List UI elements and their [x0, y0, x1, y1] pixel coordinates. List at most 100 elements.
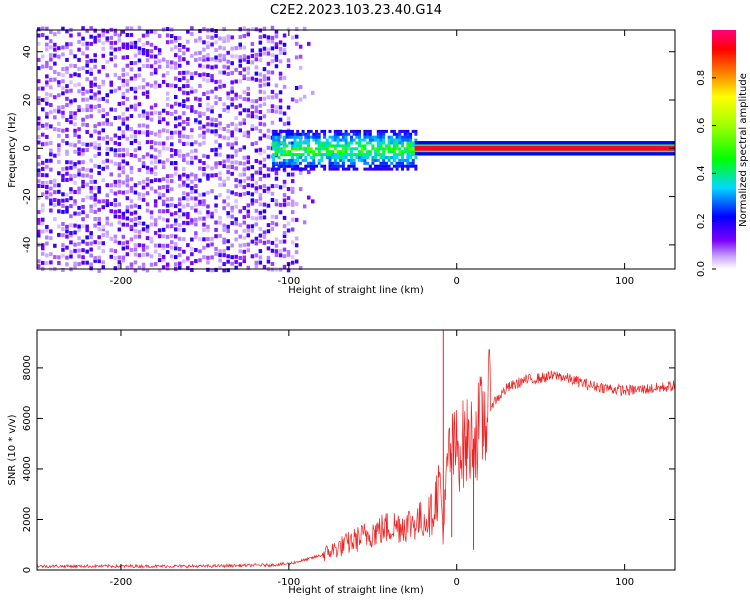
heatmap-cell: [214, 48, 218, 52]
heatmap-cell: [45, 141, 49, 146]
heatmap-cell: [258, 110, 263, 114]
heatmap-cell: [280, 164, 284, 168]
heatmap-cell: [293, 153, 297, 157]
heatmap-cell: [165, 158, 170, 163]
heatmap-cell: [218, 53, 222, 58]
heatmap-cell: [129, 41, 134, 46]
heatmap-cell: [125, 79, 130, 84]
heatmap-cell: [178, 227, 182, 232]
heatmap-cell: [161, 185, 166, 189]
heatmap-cell: [157, 243, 162, 248]
heatmap-cell: [210, 122, 214, 127]
heatmap-cell: [174, 255, 178, 260]
heatmap-cell: [222, 127, 226, 131]
heatmap-cell: [206, 35, 210, 40]
heatmap-cell: [254, 105, 259, 110]
heatmap-cell: [296, 164, 300, 168]
heatmap-cell: [304, 141, 308, 145]
heatmap-cell: [218, 70, 222, 75]
heatmap-cell: [145, 40, 150, 45]
heatmap-cell: [157, 141, 162, 146]
heatmap-cell: [290, 179, 295, 184]
heatmap-cell: [290, 129, 294, 133]
heatmap-cell: [101, 114, 105, 119]
heatmap-cell: [304, 156, 308, 159]
heatmap-cell: [101, 265, 105, 270]
heatmap-cell: [242, 67, 246, 72]
heatmap-cell: [113, 88, 118, 93]
heatmap-cell: [254, 77, 259, 82]
heatmap-cell: [282, 247, 287, 252]
heatmap-cell: [214, 40, 218, 45]
heatmap-cell: [312, 132, 316, 136]
heatmap-cell: [194, 203, 198, 208]
heatmap-cell: [174, 53, 178, 58]
heatmap-cell: [97, 185, 101, 190]
heatmap-cell: [178, 77, 182, 82]
heatmap-cell: [170, 240, 174, 245]
heatmap-cell: [45, 173, 49, 178]
heatmap-cell: [336, 141, 340, 145]
heatmap-cell: [379, 138, 383, 142]
heatmap-cell: [125, 209, 130, 214]
heatmap-cell: [366, 129, 370, 133]
heatmap-cell: [409, 138, 413, 142]
heatmap-cell: [186, 84, 190, 88]
heatmap-cell: [157, 159, 162, 164]
heatmap-cell: [37, 162, 41, 167]
heatmap-cell: [117, 166, 122, 171]
heatmap-cell: [198, 111, 202, 116]
heatmap-cell: [157, 149, 162, 154]
heatmap-cell: [125, 189, 130, 194]
heatmap-cell: [37, 229, 41, 234]
heatmap-cell: [411, 164, 415, 168]
heatmap-cell: [242, 220, 246, 225]
heatmap-cell: [198, 210, 202, 215]
heatmap-cell: [194, 208, 198, 213]
heatmap-cell: [230, 102, 234, 107]
heatmap-cell: [226, 164, 230, 169]
heatmap-cell: [73, 223, 77, 228]
heatmap-cell: [113, 107, 118, 112]
heatmap-cell: [226, 211, 230, 216]
heatmap-cell: [226, 105, 230, 110]
heatmap-cell: [170, 161, 174, 166]
heatmap-cell: [69, 111, 73, 115]
heatmap-cell: [161, 57, 166, 62]
heatmap-cell: [157, 195, 162, 200]
heatmap-cell: [328, 161, 332, 165]
heatmap-cell: [336, 129, 340, 133]
heatmap-cell: [218, 258, 222, 263]
heatmap-cell: [190, 76, 194, 80]
heatmap-cell: [49, 85, 53, 90]
heatmap-cell: [282, 193, 287, 198]
heatmap-cell: [323, 129, 327, 133]
heatmap-cell: [307, 41, 311, 46]
heatmap-cell: [262, 102, 267, 107]
heatmap-cell: [153, 141, 158, 146]
heatmap-cell: [77, 248, 81, 253]
heatmap-cell: [61, 67, 65, 71]
heatmap-cell: [206, 45, 210, 49]
heatmap-cell: [344, 153, 348, 157]
heatmap-cell: [234, 127, 238, 132]
heatmap-cell: [194, 71, 198, 76]
heatmap-cell: [285, 129, 289, 133]
heatmap-cell: [390, 138, 394, 142]
heatmap-cell: [174, 161, 178, 165]
heatmap-cell: [282, 198, 287, 203]
heatmap-cell: [270, 95, 275, 100]
heatmap-cell: [97, 245, 101, 250]
heatmap-cell: [323, 135, 327, 139]
heatmap-cell: [210, 268, 214, 273]
heatmap-cell: [331, 161, 335, 165]
heatmap-cell: [350, 156, 353, 159]
heatmap-cell: [69, 33, 73, 38]
heatmap-cell: [355, 129, 359, 133]
heatmap-cell: [105, 118, 109, 123]
heatmap-cell: [161, 73, 166, 78]
heatmap-cell: [202, 202, 206, 207]
heatmap-cell: [274, 147, 278, 151]
heatmap-cell: [182, 259, 186, 264]
heatmap-cell: [105, 146, 109, 151]
